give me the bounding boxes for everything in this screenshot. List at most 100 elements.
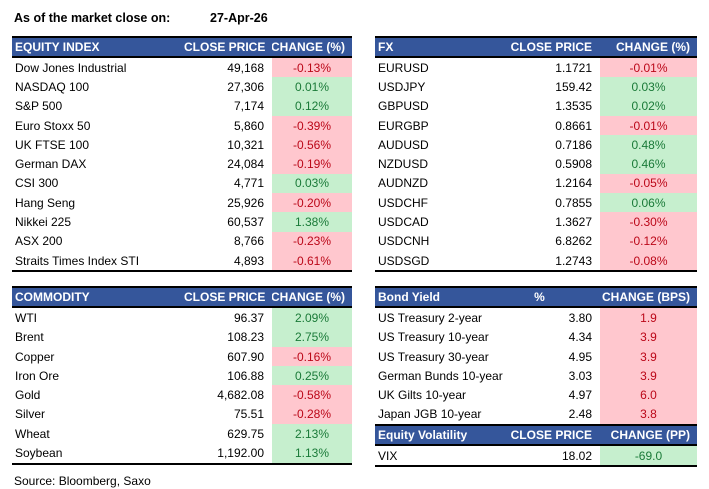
change-value: 3.9 <box>600 327 697 347</box>
change-value: 6.0 <box>600 385 697 405</box>
close-price-value: 7,174 <box>233 99 264 114</box>
row-label: USDCHF <box>378 195 428 210</box>
table-row: Euro Stoxx 50 5,860 -0.39% <box>12 115 352 136</box>
row-label: USDCNH <box>378 234 430 249</box>
commodity-table: COMMODITY CLOSE PRICE CHANGE (%) WTI 96.37 2.… <box>12 286 352 465</box>
close-price-value: 8,766 <box>233 234 264 249</box>
close-price-value: 1.3535 <box>555 99 592 114</box>
table-row: AUDNZD 1.2164 -0.05% <box>375 173 697 194</box>
change-value: -69.0 <box>600 446 697 466</box>
row-label: Japan JGB 10-year <box>378 407 482 422</box>
row-label: AUDNZD <box>378 176 428 191</box>
row-label: WTI <box>15 310 37 325</box>
change-value: -0.08% <box>600 250 697 271</box>
close-price-value: 3.80 <box>568 310 592 325</box>
change-value: -0.12% <box>600 231 697 251</box>
table-row: VIX 18.02 -69.0 <box>375 446 697 466</box>
table-row: USDCAD 1.3627 -0.30% <box>375 212 697 232</box>
row-label: Brent <box>15 330 44 345</box>
close-price-value: 0.5908 <box>555 157 592 172</box>
table-row: Dow Jones Industrial 49,168 -0.13% <box>12 58 352 78</box>
table-row: Silver 75.51 -0.28% <box>12 404 352 425</box>
close-price-value: 1.1721 <box>555 60 592 75</box>
change-value: 0.25% <box>272 366 352 386</box>
close-price-value: 4,771 <box>233 176 264 191</box>
close-price-value: 159.42 <box>555 79 592 94</box>
table-row: GBPUSD 1.3535 0.02% <box>375 96 697 116</box>
row-label: US Treasury 10-year <box>378 330 489 345</box>
change-value: -0.56% <box>272 135 352 155</box>
change-value: -0.05% <box>600 173 697 194</box>
close-price-value: 0.7186 <box>555 137 592 152</box>
close-price-value: 96.37 <box>233 310 264 325</box>
change-value: 1.13% <box>272 443 352 463</box>
row-label: Nikkei 225 <box>15 215 72 230</box>
fx-table: FX CLOSE PRICE CHANGE (%) EURUSD 1.1721 -0.01… <box>375 36 697 273</box>
row-label: UK Gilts 10-year <box>378 388 467 403</box>
row-label: AUDUSD <box>378 137 429 152</box>
table-header-row: FX CLOSE PRICE CHANGE (%) <box>375 36 697 58</box>
table-title: Equity Volatility <box>378 428 468 443</box>
table-row: EURGBP 0.8661 -0.01% <box>375 115 697 136</box>
table-row: WTI 96.37 2.09% <box>12 308 352 328</box>
close-price-value: 629.75 <box>227 426 264 441</box>
close-price-value: 1.3627 <box>555 215 592 230</box>
table-row: UK Gilts 10-year 4.97 6.0 <box>375 385 697 405</box>
change-value: 2.13% <box>272 424 352 444</box>
source-note: Source: Bloomberg, Saxo <box>14 473 151 488</box>
table-row: Iron Ore 106.88 0.25% <box>12 366 352 386</box>
row-label: Hang Seng <box>15 195 76 210</box>
table-row: US Treasury 30-year 4.95 3.9 <box>375 346 697 367</box>
change-value: 0.12% <box>272 96 352 116</box>
row-label: German Bunds 10-year <box>378 368 503 383</box>
report-title: As of the market close on: 27-Apr-26 <box>14 11 697 25</box>
change-value: -0.23% <box>272 231 352 251</box>
change-column-header: CHANGE (BPS) <box>601 290 690 305</box>
change-value: 3.9 <box>600 346 697 367</box>
change-value: 0.03% <box>600 77 697 97</box>
close-price-value: 18.02 <box>561 448 592 463</box>
row-label: GBPUSD <box>378 99 429 114</box>
row-label: UK FTSE 100 <box>15 137 90 152</box>
row-label: Dow Jones Industrial <box>15 60 127 75</box>
row-label: NZDUSD <box>378 157 428 172</box>
row-label: S&P 500 <box>15 99 63 114</box>
row-label: CSI 300 <box>15 176 59 191</box>
table-row: USDCHF 0.7855 0.06% <box>375 193 697 213</box>
change-value: 1.38% <box>272 212 352 232</box>
row-label: ASX 200 <box>15 234 63 249</box>
change-value: -0.19% <box>272 154 352 174</box>
bond-yield-table: Bond Yield% CHANGE (BPS) US Treasury 2-yea… <box>375 286 697 427</box>
row-label: Soybean <box>15 445 63 460</box>
change-column-header: CHANGE (%) <box>616 40 690 54</box>
table-title: Bond Yield <box>378 290 441 305</box>
close-price-value: 607.90 <box>227 349 264 364</box>
table-header-row: EQUITY INDEX CLOSE PRICE CHANGE (%) <box>12 36 352 58</box>
row-label: EURGBP <box>378 118 429 133</box>
change-value: 1.9 <box>600 308 697 328</box>
change-column-header: CHANGE (%) <box>272 40 345 54</box>
change-value: 2.75% <box>272 327 352 347</box>
row-label: USDSGD <box>378 253 430 268</box>
equity-index-table: EQUITY INDEX CLOSE PRICE CHANGE (%) Dow Jon… <box>12 36 352 273</box>
change-value: -0.61% <box>272 250 352 271</box>
close-price-column-header: CLOSE PRICE <box>184 290 266 305</box>
left-column: EQUITY INDEX CLOSE PRICE CHANGE (%) Dow Jon… <box>12 36 352 488</box>
row-label: USDCAD <box>378 215 429 230</box>
table-title: FX <box>378 40 394 54</box>
change-value: 0.01% <box>272 77 352 97</box>
change-value: -0.20% <box>272 193 352 213</box>
table-row: ASX 200 8,766 -0.23% <box>12 231 352 251</box>
tables-layout: EQUITY INDEX CLOSE PRICE CHANGE (%) Dow Jon… <box>12 36 697 488</box>
close-price-value: 49,168 <box>227 60 264 75</box>
change-column-header: CHANGE (%) <box>272 290 345 305</box>
close-price-value: 2.48 <box>568 407 592 422</box>
row-label: Iron Ore <box>15 368 60 383</box>
table-row: S&P 500 7,174 0.12% <box>12 96 352 116</box>
table-row: Gold 4,682.08 -0.58% <box>12 385 352 405</box>
change-value: -0.58% <box>272 385 352 405</box>
close-price-column-header: % <box>534 290 545 305</box>
close-price-value: 24,084 <box>227 157 264 172</box>
report-date: 27-Apr-26 <box>210 11 268 25</box>
